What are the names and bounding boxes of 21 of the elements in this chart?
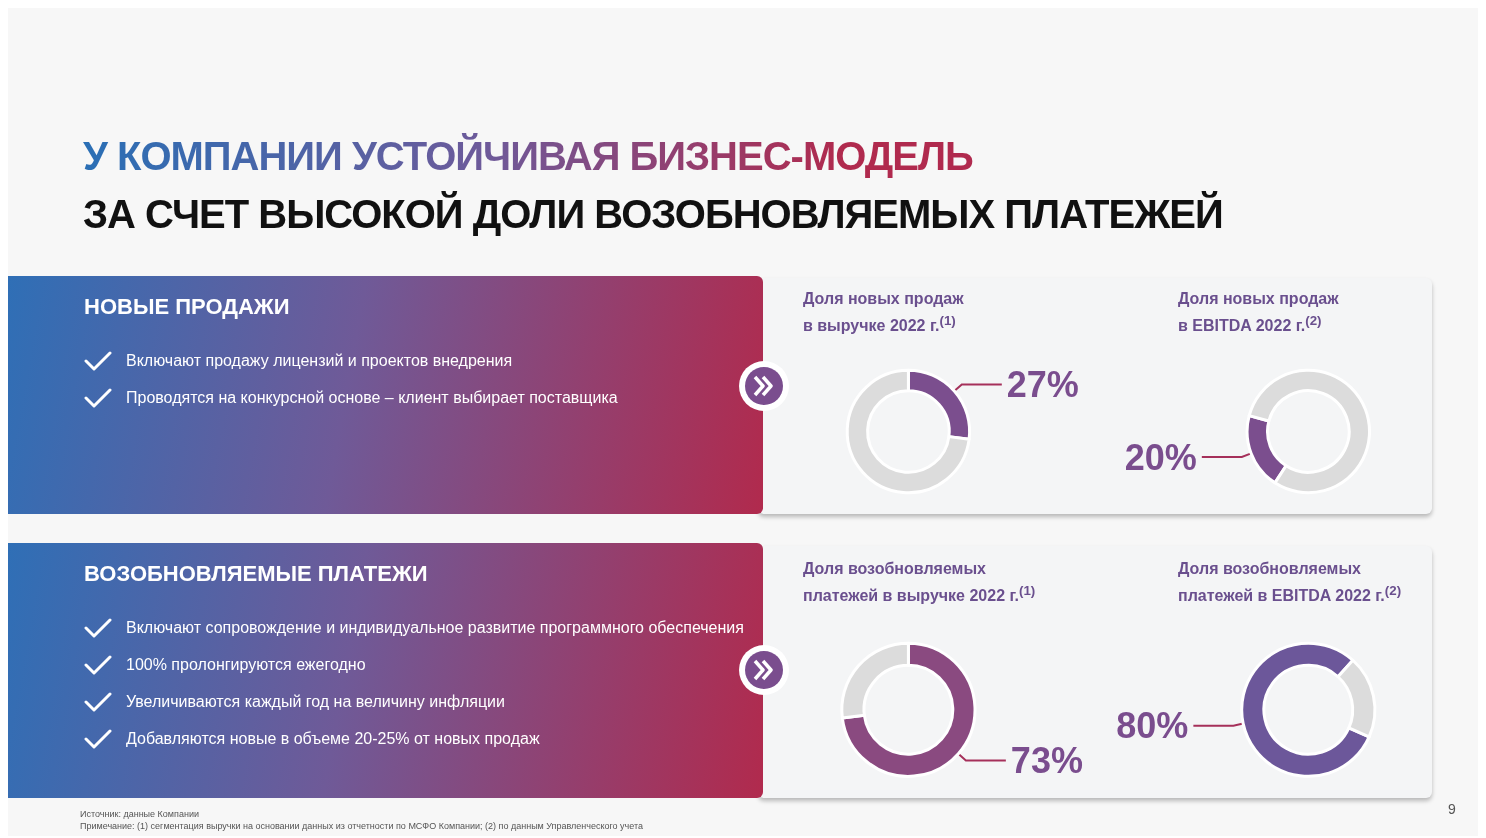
data-label: 80%	[1116, 705, 1189, 747]
chart-title: Доля новых продаж в EBITDA 2022 г.$^{(2)}$	[1178, 289, 1339, 337]
chart-title: Доля возобновляемых платежей в выручке 2022 г.$^{(1)}$	[803, 559, 1036, 607]
text: Включают продажу лицензий и проектов внедрения	[126, 351, 513, 370]
text: ЗА СЧЕТ ВЫСОКОЙ ДОЛИ ВОЗОБНОВЛЯЕМЫХ ПЛАТЕЖЕЙ	[83, 190, 1224, 238]
text: Примечание: (1) сегментация выручки на основании данных из отчетности по МСФО Компании; (2) по данным Управленческого учета	[80, 820, 645, 832]
text: НОВЫЕ ПРОДАЖИ	[84, 294, 290, 320]
text: У КОМПАНИИ УСТОЙЧИВАЯ БИЗНЕС-МОДЕЛЬ	[83, 126, 973, 186]
text: 9	[1448, 801, 1457, 817]
chart-title: Доля новых продаж в выручке 2022 г.$^{(1)}$	[803, 289, 964, 337]
data-label: 20%	[1124, 436, 1197, 478]
chart-title: Доля возобновляемых платежей в EBITDA 2022 г.$^{(2)}$	[1178, 559, 1402, 607]
text: 100% пролонгируются ежегодно	[126, 655, 366, 674]
text: Добавляются новые в объеме 20-25% от новых продаж	[126, 729, 540, 748]
text: Проводятся на конкурсной основе – клиент выбирает поставщика	[126, 388, 618, 407]
text: Увеличиваются каждый год на величину инфляции	[126, 692, 505, 711]
data-label: 73%	[1010, 739, 1083, 781]
data-label: 27%	[1006, 363, 1079, 405]
text: ВОЗОБНОВЛЯЕМЫЕ ПЛАТЕЖИ	[84, 561, 428, 587]
text: Источник: данные Компании	[80, 808, 200, 820]
text: Включают сопровождение и индивидуальное развитие программного обеспечения	[126, 618, 744, 637]
